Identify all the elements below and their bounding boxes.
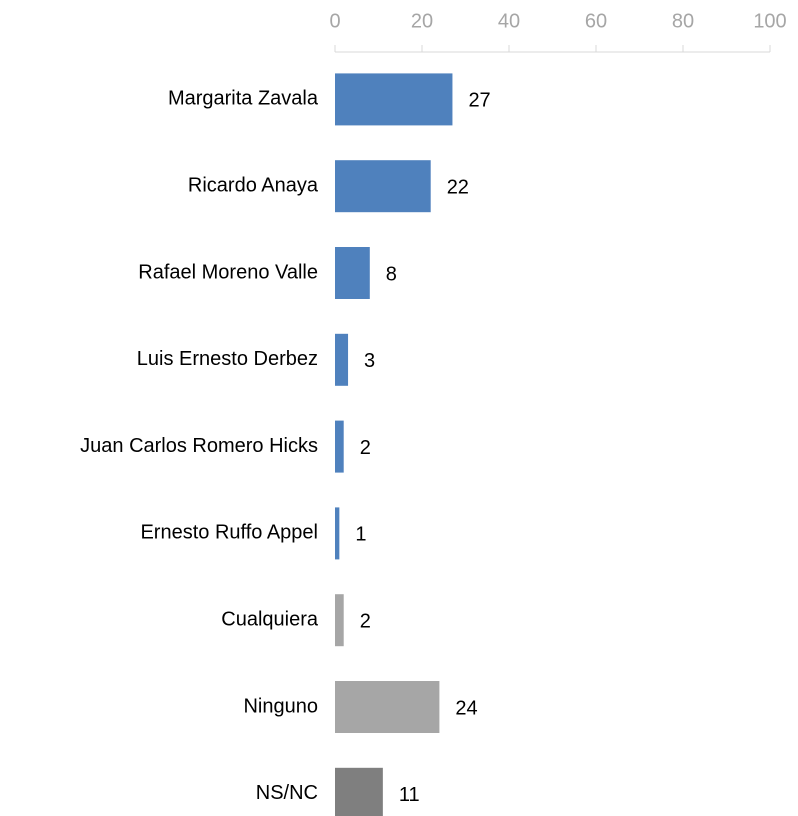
bar bbox=[335, 160, 431, 213]
bar bbox=[335, 420, 344, 473]
value-label: 3 bbox=[364, 350, 375, 372]
x-tick-label: 0 bbox=[329, 10, 340, 32]
value-label: 1 bbox=[355, 524, 366, 546]
value-label: 22 bbox=[447, 176, 469, 198]
category-label: Cualquiera bbox=[221, 608, 319, 630]
bar bbox=[335, 767, 383, 816]
x-tick-label: 20 bbox=[411, 10, 433, 32]
value-label: 8 bbox=[386, 263, 397, 285]
value-label: 11 bbox=[399, 784, 420, 806]
bar bbox=[335, 681, 440, 733]
value-label: 27 bbox=[468, 90, 490, 112]
bar bbox=[335, 507, 340, 560]
value-label: 2 bbox=[360, 437, 371, 459]
bar bbox=[335, 333, 349, 386]
bar bbox=[335, 594, 344, 647]
category-label: Juan Carlos Romero Hicks bbox=[80, 435, 318, 457]
category-label: NS/NC bbox=[256, 782, 318, 804]
x-tick-label: 40 bbox=[498, 10, 520, 32]
x-tick-label: 80 bbox=[672, 10, 694, 32]
value-label: 2 bbox=[360, 610, 371, 632]
bar bbox=[335, 247, 370, 299]
category-label: Rafael Moreno Valle bbox=[138, 261, 318, 283]
category-label: Luis Ernesto Derbez bbox=[137, 348, 318, 370]
x-tick-label: 60 bbox=[585, 10, 607, 32]
category-label: Ricardo Anaya bbox=[188, 174, 319, 196]
bar bbox=[335, 73, 453, 126]
category-label: Ninguno bbox=[243, 695, 318, 717]
x-tick-label: 100 bbox=[753, 10, 786, 32]
value-label: 24 bbox=[455, 697, 477, 719]
category-label: Margarita Zavala bbox=[168, 88, 319, 110]
category-label: Ernesto Ruffo Appel bbox=[140, 522, 318, 544]
